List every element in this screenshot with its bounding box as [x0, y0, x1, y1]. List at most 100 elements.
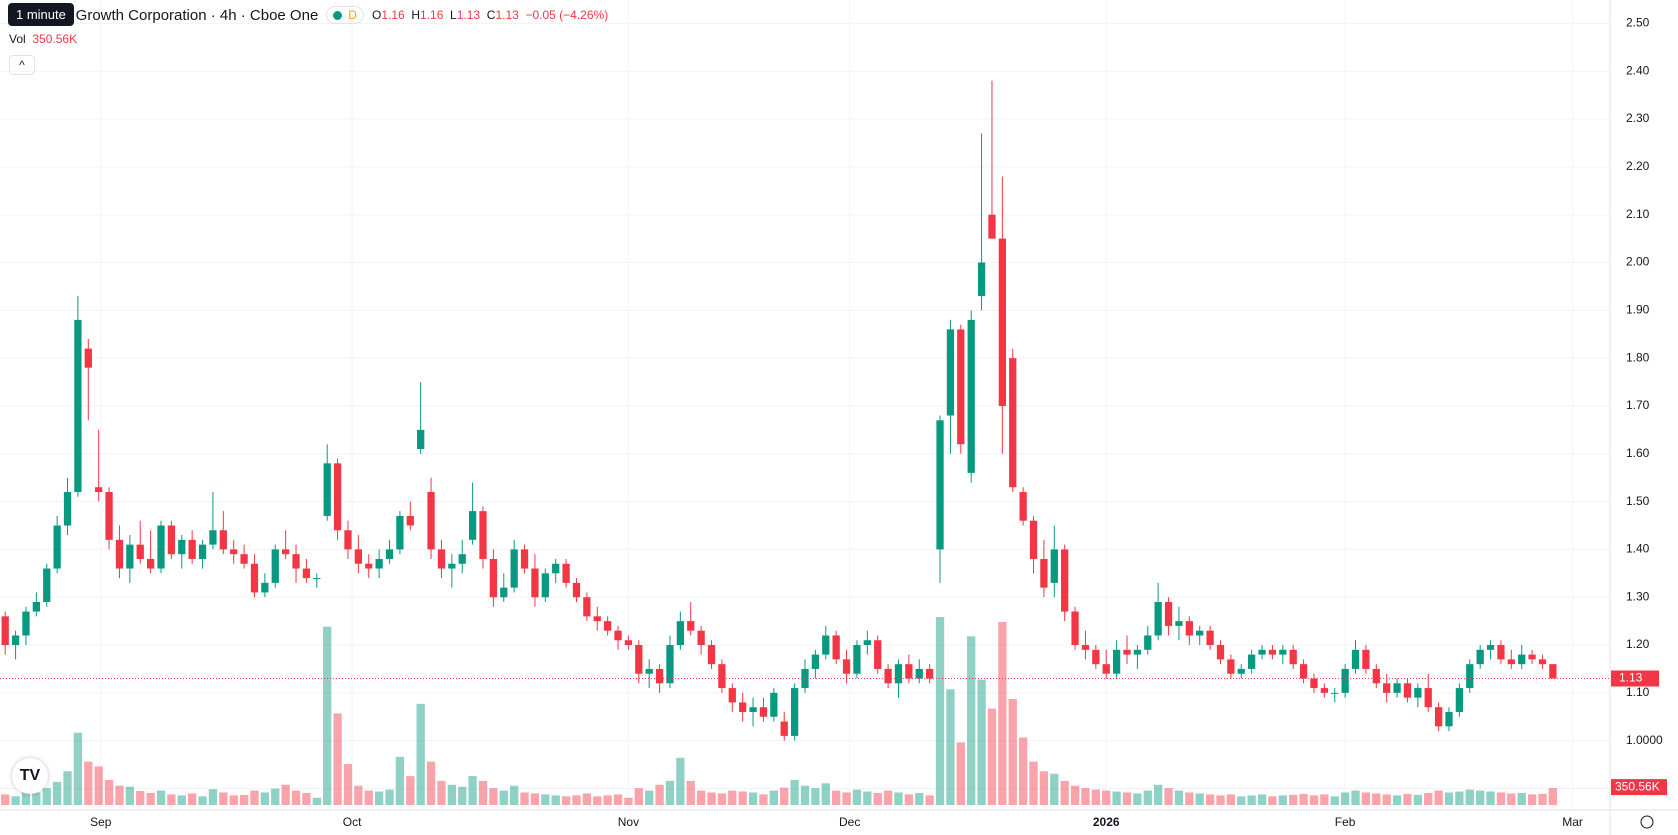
volume-bar — [925, 795, 934, 805]
volume-bar — [1278, 795, 1287, 805]
volume-bar — [551, 795, 560, 805]
volume-bar — [1174, 790, 1184, 805]
volume-bar — [935, 617, 945, 805]
candle-body — [437, 549, 446, 569]
settings-icon[interactable] — [1640, 815, 1654, 829]
volume-bar — [1392, 795, 1402, 805]
volume-bar — [821, 783, 830, 805]
candle-body — [687, 621, 695, 631]
volume-bar — [1403, 793, 1412, 805]
candle-body — [406, 515, 414, 526]
volume-bar — [541, 794, 550, 805]
volume-bar — [42, 788, 51, 805]
y-tick-label: 1.30 — [1626, 589, 1650, 603]
volume-bar — [645, 790, 654, 805]
candle-body — [1258, 649, 1266, 655]
legend-label: H — [411, 8, 421, 22]
volume-bar — [634, 788, 643, 805]
candle-body — [1029, 520, 1038, 559]
volume-bar — [1154, 784, 1163, 805]
candle-body — [11, 635, 20, 646]
candle-body — [479, 511, 487, 559]
volume-bar — [136, 791, 145, 805]
volume-bar — [167, 794, 176, 805]
candle-body — [396, 515, 404, 550]
volume-bar — [707, 792, 716, 805]
candle-body — [1154, 602, 1162, 636]
candle-body — [604, 621, 612, 631]
volume-bar — [998, 621, 1007, 805]
x-tick-label: 2026 — [1093, 815, 1120, 829]
volume-bar — [156, 790, 166, 805]
volume-bar — [1008, 698, 1017, 805]
candle-body — [1320, 688, 1328, 693]
candle-body — [115, 539, 124, 569]
volume-bar — [894, 792, 903, 805]
y-tick-label: 1.10 — [1626, 685, 1650, 699]
volume-bar — [1216, 795, 1225, 805]
candle-body — [1237, 668, 1245, 674]
volume-bar — [1548, 788, 1558, 805]
x-tick-label: Sep — [90, 815, 112, 829]
candle-body — [635, 645, 643, 674]
volume-bar — [613, 794, 623, 805]
volume-bar — [530, 793, 540, 805]
volume-bar — [32, 792, 41, 805]
candle-body — [1403, 683, 1412, 698]
candle-body — [863, 640, 871, 646]
candle-body — [926, 668, 934, 679]
volume-bar — [1226, 794, 1236, 805]
volume-bar — [1372, 793, 1381, 805]
candle-body — [95, 487, 103, 493]
logo[interactable]: TV — [12, 758, 48, 794]
candle-body — [198, 544, 207, 559]
candle-body — [282, 549, 290, 555]
volume-bar — [1361, 792, 1371, 805]
volume-bar — [468, 776, 477, 805]
candle-body — [666, 645, 674, 684]
candle-body — [998, 238, 1006, 406]
volume-bar — [385, 789, 394, 805]
candle-body — [988, 214, 996, 239]
candle-body — [853, 645, 861, 674]
header: y Growth Corporation · 4h · Cboe One D O… — [8, 6, 608, 24]
candle-body — [417, 429, 425, 449]
candle-body — [354, 549, 362, 564]
y-tick-label: 1.80 — [1626, 350, 1650, 364]
volume-bar — [977, 679, 986, 805]
candle-body — [448, 563, 456, 569]
volume-bar — [624, 797, 633, 805]
candle-body — [1164, 602, 1173, 626]
collapse-button[interactable]: ^ — [9, 55, 35, 75]
volume-bar — [1195, 793, 1204, 805]
x-tick-label: Dec — [839, 815, 860, 829]
candle-body — [32, 602, 40, 612]
badge-label: D — [348, 8, 357, 22]
candle-body — [385, 549, 394, 559]
volume-bar — [52, 781, 62, 805]
x-tick-label: Mar — [1562, 815, 1583, 829]
status-badge[interactable]: D — [326, 6, 364, 24]
x-tick-label: Nov — [618, 815, 639, 829]
candle-body — [832, 635, 840, 660]
candle-body — [1092, 649, 1100, 665]
volume-bar — [1164, 788, 1173, 805]
candle-body — [1061, 549, 1069, 612]
volume-bar — [1091, 789, 1100, 805]
volume-bar — [1060, 780, 1069, 805]
volume-bar — [686, 780, 695, 805]
candle-body — [707, 645, 716, 665]
candle-body — [333, 463, 342, 531]
candle-body — [790, 688, 799, 736]
volume-bar — [676, 757, 685, 805]
volume-bar — [312, 797, 321, 805]
candle-body — [489, 558, 498, 598]
candle-body — [1112, 649, 1121, 674]
volume-value-label: 350.56K — [1615, 779, 1660, 793]
candle-body — [1497, 645, 1505, 660]
candle-body — [583, 597, 591, 617]
volume-bar — [790, 779, 799, 805]
y-tick-label: 1.90 — [1626, 302, 1650, 316]
volume-bar — [1465, 789, 1474, 805]
